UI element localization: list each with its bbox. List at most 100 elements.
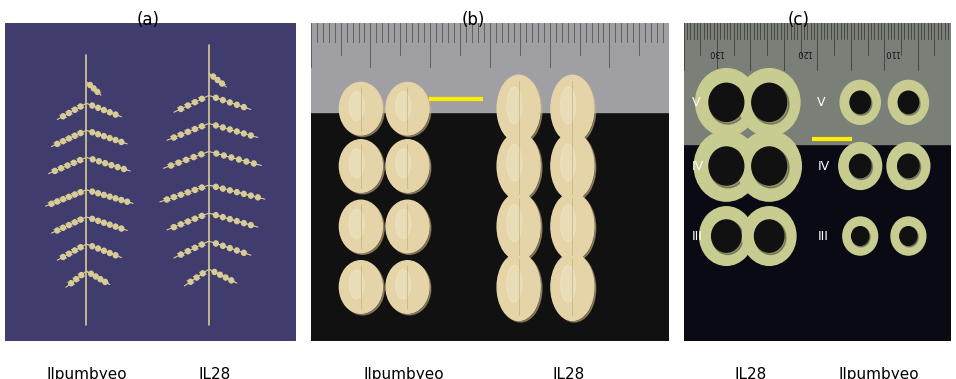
- Ellipse shape: [497, 133, 540, 199]
- Text: Ilpumbyeo: Ilpumbyeo: [363, 366, 445, 379]
- Circle shape: [192, 216, 197, 221]
- Circle shape: [67, 136, 72, 141]
- Circle shape: [94, 274, 98, 279]
- Circle shape: [213, 123, 218, 128]
- Ellipse shape: [709, 147, 744, 185]
- Circle shape: [164, 197, 169, 202]
- Circle shape: [107, 194, 112, 199]
- Circle shape: [224, 275, 228, 280]
- Circle shape: [221, 243, 226, 248]
- Ellipse shape: [888, 80, 928, 124]
- Ellipse shape: [386, 200, 429, 253]
- Ellipse shape: [396, 270, 411, 299]
- Circle shape: [113, 138, 118, 143]
- Circle shape: [214, 151, 219, 156]
- Circle shape: [200, 96, 205, 101]
- Circle shape: [220, 81, 225, 86]
- Ellipse shape: [388, 202, 431, 254]
- Ellipse shape: [341, 141, 384, 194]
- Circle shape: [234, 190, 239, 195]
- Ellipse shape: [743, 207, 796, 265]
- Circle shape: [211, 74, 216, 79]
- Circle shape: [228, 188, 232, 193]
- Ellipse shape: [339, 83, 382, 135]
- Ellipse shape: [386, 140, 429, 192]
- Ellipse shape: [738, 69, 800, 136]
- Ellipse shape: [850, 91, 870, 113]
- Circle shape: [102, 279, 107, 284]
- Ellipse shape: [899, 91, 919, 113]
- Circle shape: [96, 191, 100, 196]
- Circle shape: [194, 275, 199, 280]
- Circle shape: [179, 192, 184, 197]
- Circle shape: [192, 127, 197, 132]
- Circle shape: [120, 226, 123, 231]
- Circle shape: [113, 253, 118, 258]
- Circle shape: [213, 184, 218, 190]
- Circle shape: [61, 139, 65, 144]
- Circle shape: [168, 163, 173, 168]
- Ellipse shape: [507, 87, 522, 124]
- Circle shape: [59, 166, 63, 171]
- Circle shape: [212, 269, 217, 274]
- Ellipse shape: [349, 210, 364, 238]
- Circle shape: [249, 133, 253, 138]
- Ellipse shape: [341, 262, 384, 315]
- Circle shape: [185, 103, 190, 108]
- Circle shape: [228, 216, 232, 222]
- Text: Ilpumbyeo: Ilpumbyeo: [46, 366, 127, 379]
- Circle shape: [73, 192, 77, 197]
- Circle shape: [179, 106, 184, 111]
- Bar: [311, 23, 669, 112]
- Circle shape: [90, 157, 95, 162]
- Circle shape: [185, 129, 190, 135]
- Ellipse shape: [341, 202, 384, 254]
- Text: III: III: [691, 230, 703, 243]
- Circle shape: [221, 186, 226, 191]
- Circle shape: [54, 141, 59, 146]
- Ellipse shape: [712, 221, 743, 255]
- Ellipse shape: [900, 227, 917, 246]
- Circle shape: [54, 228, 59, 233]
- Ellipse shape: [553, 195, 596, 262]
- Bar: [684, 23, 951, 144]
- Circle shape: [185, 190, 190, 195]
- Circle shape: [109, 163, 114, 168]
- Circle shape: [77, 158, 82, 163]
- Circle shape: [234, 129, 239, 134]
- Circle shape: [73, 107, 77, 112]
- Circle shape: [61, 197, 65, 202]
- Circle shape: [96, 132, 100, 137]
- Text: IV: IV: [691, 160, 704, 172]
- Circle shape: [200, 242, 205, 247]
- Ellipse shape: [507, 205, 522, 241]
- Text: 110: 110: [884, 49, 901, 58]
- Ellipse shape: [709, 83, 744, 121]
- Ellipse shape: [497, 75, 540, 142]
- Circle shape: [90, 216, 95, 221]
- Circle shape: [67, 111, 72, 116]
- Circle shape: [221, 97, 226, 103]
- Ellipse shape: [560, 205, 576, 241]
- Circle shape: [121, 166, 126, 172]
- Ellipse shape: [696, 69, 757, 136]
- Circle shape: [72, 160, 76, 165]
- Circle shape: [228, 127, 232, 132]
- Circle shape: [78, 245, 83, 250]
- Ellipse shape: [499, 195, 542, 262]
- Ellipse shape: [891, 217, 925, 255]
- Circle shape: [53, 168, 57, 174]
- Text: (c): (c): [787, 11, 810, 29]
- Circle shape: [101, 193, 106, 197]
- Circle shape: [61, 225, 65, 230]
- Circle shape: [101, 220, 106, 225]
- Ellipse shape: [551, 75, 594, 142]
- Ellipse shape: [339, 261, 382, 313]
- Circle shape: [125, 199, 130, 204]
- Ellipse shape: [899, 92, 920, 115]
- Circle shape: [242, 250, 247, 255]
- Ellipse shape: [396, 149, 411, 178]
- Ellipse shape: [851, 92, 872, 115]
- Circle shape: [67, 222, 72, 228]
- Circle shape: [201, 271, 206, 276]
